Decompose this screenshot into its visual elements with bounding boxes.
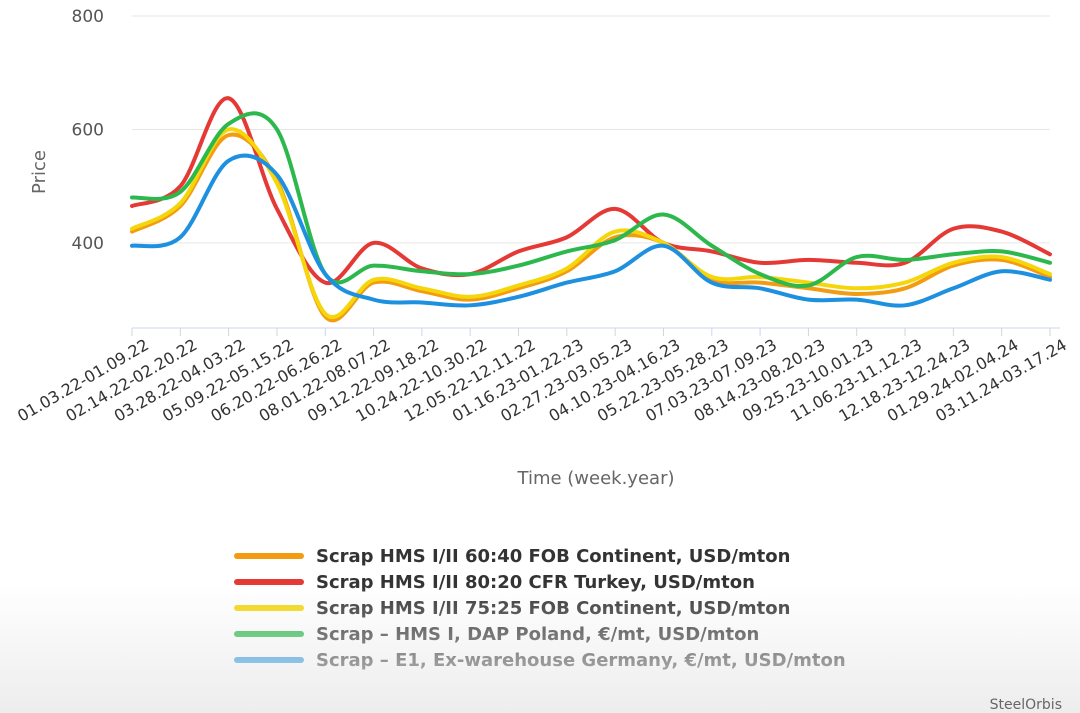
y-axis-title: Price bbox=[29, 150, 50, 194]
legend-swatch-icon bbox=[234, 657, 304, 663]
legend-swatch-icon bbox=[234, 579, 304, 585]
legend-item-series-4[interactable]: Scrap – HMS I, DAP Poland, €/mt, USD/mto… bbox=[234, 622, 846, 646]
legend-swatch-icon bbox=[234, 631, 304, 637]
legend-label: Scrap – E1, Ex-warehouse Germany, €/mt, … bbox=[316, 649, 846, 671]
legend-item-series-3[interactable]: Scrap HMS I/II 75:25 FOB Continent, USD/… bbox=[234, 596, 846, 620]
legend-label: Scrap – HMS I, DAP Poland, €/mt, USD/mto… bbox=[316, 623, 760, 645]
legend-item-series-5[interactable]: Scrap – E1, Ex-warehouse Germany, €/mt, … bbox=[234, 648, 846, 672]
legend-item-series-1[interactable]: Scrap HMS I/II 60:40 FOB Continent, USD/… bbox=[234, 544, 846, 568]
series-line-3 bbox=[130, 127, 1052, 319]
y-tick-label: 400 bbox=[72, 234, 104, 254]
legend-label: Scrap HMS I/II 80:20 CFR Turkey, USD/mto… bbox=[316, 571, 755, 593]
legend-label: Scrap HMS I/II 60:40 FOB Continent, USD/… bbox=[316, 545, 791, 567]
x-axis-title: Time (week.year) bbox=[517, 468, 675, 489]
legend-item-series-2[interactable]: Scrap HMS I/II 80:20 CFR Turkey, USD/mto… bbox=[234, 570, 846, 594]
watermark: SteelOrbis bbox=[989, 697, 1062, 713]
legend-swatch-icon bbox=[234, 605, 304, 611]
series-line-2 bbox=[130, 96, 1052, 285]
y-tick-label: 800 bbox=[72, 7, 104, 27]
series-line-4 bbox=[130, 111, 1052, 289]
series-line-1 bbox=[130, 132, 1052, 323]
legend: Scrap HMS I/II 60:40 FOB Continent, USD/… bbox=[234, 544, 846, 672]
legend-label: Scrap HMS I/II 75:25 FOB Continent, USD/… bbox=[316, 597, 791, 619]
legend-swatch-icon bbox=[234, 553, 304, 559]
y-tick-label: 600 bbox=[72, 120, 104, 140]
series-line-5 bbox=[130, 153, 1052, 308]
